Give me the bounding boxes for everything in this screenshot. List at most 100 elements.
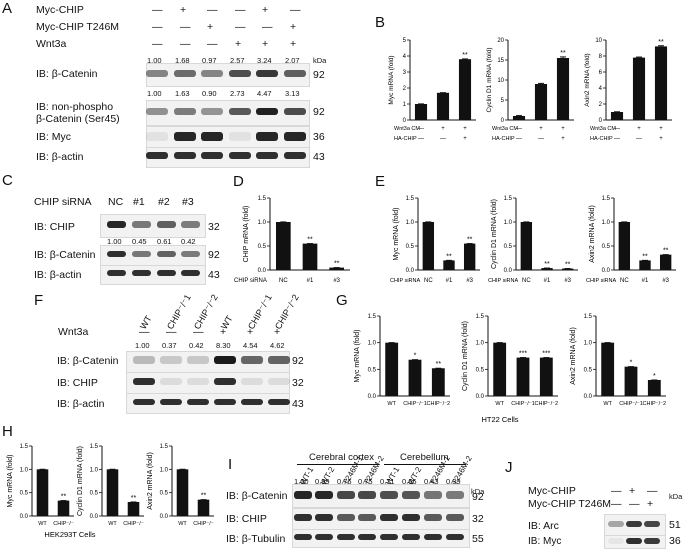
significance-mark: * bbox=[414, 353, 417, 360]
a-cond-mark: + bbox=[262, 38, 269, 50]
y-tick-label: 0 bbox=[403, 118, 407, 124]
i-quant-value: 0.99 bbox=[315, 477, 330, 486]
y-axis-label: Cyclin D1 mRNA (fold) bbox=[77, 446, 84, 516]
i-blot-kda: 92 bbox=[472, 491, 484, 503]
b-row-mark: + bbox=[463, 126, 467, 132]
y-tick-label: 0.5 bbox=[584, 367, 593, 373]
y-tick-label: 20 bbox=[497, 38, 504, 44]
j-cond-mark: — bbox=[611, 498, 622, 510]
f-band-actin bbox=[187, 399, 209, 405]
panel-b-letter: B bbox=[375, 14, 386, 31]
bar bbox=[302, 243, 318, 270]
bar bbox=[106, 469, 119, 516]
j-band-myc bbox=[608, 538, 624, 544]
x-category-label: CHIP⁻/⁻2 bbox=[427, 401, 451, 407]
c-band-actin bbox=[132, 270, 151, 276]
y-tick-label: 1 bbox=[403, 102, 407, 108]
j-band-myc bbox=[644, 538, 660, 544]
b-row-mark: — bbox=[418, 126, 424, 132]
d-x-label: CHIP siRNA bbox=[234, 278, 267, 284]
y-axis-label: CHIP mRNA (fold) bbox=[243, 206, 250, 263]
i-band-chip bbox=[358, 514, 376, 521]
a-blot-kda: 92 bbox=[313, 106, 325, 118]
y-axis-label: Axin2 mRNA (fold) bbox=[584, 53, 591, 106]
y-tick-label: 0.5 bbox=[258, 244, 267, 250]
j-band-arc bbox=[644, 521, 660, 527]
x-category-label: CHIP⁻/⁻1 bbox=[403, 401, 427, 407]
f-band-chip bbox=[268, 378, 290, 385]
a-quant-value: 3.24 bbox=[257, 56, 272, 65]
c-lane-label: #1 bbox=[133, 196, 145, 208]
i-band-chip bbox=[337, 514, 355, 521]
bar bbox=[57, 500, 70, 516]
f-band-actin bbox=[214, 399, 236, 405]
a-band-myc bbox=[256, 132, 278, 141]
a-band-nonphospho bbox=[174, 108, 196, 115]
x-category-label: CHIP⁻/⁻ bbox=[53, 521, 74, 527]
significance-mark: ** bbox=[565, 262, 571, 269]
a-cond-mark: — bbox=[180, 21, 191, 33]
a-band-actin bbox=[201, 152, 223, 159]
panel-f-letter: F bbox=[34, 292, 44, 309]
b-row-mark: + bbox=[463, 136, 467, 142]
b-row-mark: + bbox=[539, 126, 543, 132]
bar bbox=[520, 222, 533, 270]
i-band-tubulin bbox=[402, 534, 420, 540]
bar bbox=[197, 499, 210, 516]
f-band-catenin bbox=[268, 356, 290, 364]
y-tick-label: 8 bbox=[599, 54, 603, 60]
y-tick-label: 1.0 bbox=[504, 220, 513, 226]
b-row-label: Wnt3a CM bbox=[394, 126, 420, 132]
x-category-label: CHIP⁻/⁻2 bbox=[643, 401, 667, 407]
bar bbox=[493, 342, 507, 396]
x-category-label: NC bbox=[279, 278, 288, 284]
panel-c-letter: C bbox=[2, 172, 13, 189]
c-quant-value: 0.45 bbox=[132, 237, 147, 246]
y-tick-label: 1.5 bbox=[504, 196, 513, 202]
x-category-label: #3 bbox=[662, 278, 669, 284]
bar bbox=[127, 502, 140, 516]
c-blot-kda: 32 bbox=[208, 221, 220, 233]
c-band-catenin bbox=[157, 251, 176, 257]
significance-mark: ** bbox=[307, 237, 313, 244]
a-band-actin bbox=[146, 152, 168, 159]
significance-mark: ** bbox=[436, 361, 442, 368]
j-blot-kda: 36 bbox=[669, 535, 681, 547]
b-row-mark: — bbox=[538, 136, 544, 142]
j-blot-kda: 51 bbox=[669, 519, 681, 531]
c-quant-value: 1.00 bbox=[107, 237, 122, 246]
a-cond-mark: — bbox=[207, 38, 218, 50]
x-category-label: #1 bbox=[307, 278, 314, 284]
y-tick-label: 0 bbox=[501, 118, 505, 124]
x-category-label: #3 bbox=[466, 278, 473, 284]
x-category-label: CHIP⁻/⁻ bbox=[123, 521, 144, 527]
a-quant-value: 1.00 bbox=[147, 89, 162, 98]
b-row-mark: — bbox=[516, 126, 522, 132]
b-row-mark: + bbox=[637, 126, 641, 132]
y-tick-label: 0.0 bbox=[584, 394, 593, 400]
y-tick-label: 0.0 bbox=[406, 268, 415, 274]
f-quant-value: 4.62 bbox=[270, 341, 285, 350]
panel-d-letter: D bbox=[233, 173, 244, 190]
i-band-tubulin bbox=[446, 534, 464, 540]
f-band-chip bbox=[187, 378, 209, 385]
x-category-label: #3 bbox=[333, 278, 340, 284]
e-x-label: CHIP siRNA bbox=[390, 278, 420, 284]
x-category-label: #3 bbox=[564, 278, 571, 284]
y-axis-label: Cyclin D1 mRNA (fold) bbox=[486, 47, 493, 112]
c-blot-label: IB: CHIP bbox=[34, 221, 75, 233]
bar bbox=[431, 368, 445, 396]
x-category-label: #1 bbox=[642, 278, 649, 284]
a-quant-value: 2.07 bbox=[285, 56, 300, 65]
y-tick-label: 1.0 bbox=[20, 467, 29, 473]
bar bbox=[534, 84, 548, 120]
c-band-catenin bbox=[132, 251, 151, 257]
b-row-mark: — bbox=[614, 126, 620, 132]
a-cond-mark: — bbox=[262, 21, 273, 33]
bar bbox=[541, 268, 553, 270]
bar bbox=[610, 112, 624, 120]
b-row-mark: + bbox=[561, 126, 565, 132]
i-kda-label: kDa bbox=[471, 487, 485, 496]
i-band-catenin bbox=[446, 491, 464, 499]
a-band-actin bbox=[256, 152, 278, 159]
